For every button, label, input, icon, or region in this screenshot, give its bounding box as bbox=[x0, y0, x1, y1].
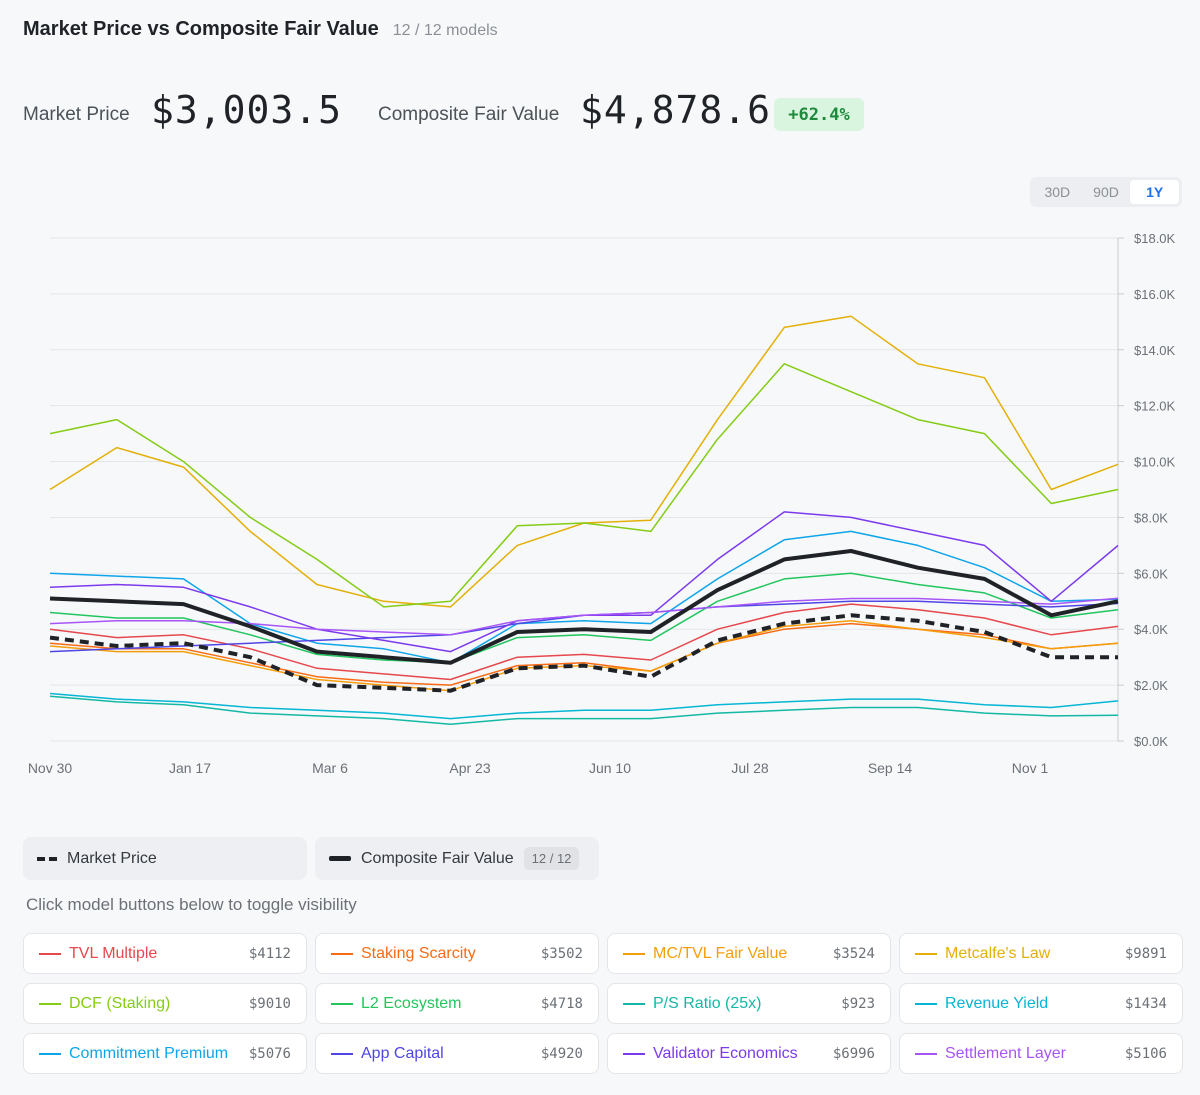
composite-fair-value-value: $4,878.6 bbox=[580, 88, 772, 132]
model-color-swatch bbox=[331, 1053, 353, 1055]
chart-title: Market Price vs Composite Fair Value bbox=[23, 18, 379, 40]
model-value: $1434 bbox=[1124, 996, 1167, 1012]
series-line-commitment-premium bbox=[49, 530, 1119, 664]
dashed-line-swatch bbox=[37, 856, 57, 861]
model-color-swatch bbox=[39, 953, 61, 955]
y-tick-label: $6.0K bbox=[1134, 566, 1168, 581]
solid-line-swatch bbox=[329, 856, 351, 861]
series-line-settlement-layer bbox=[49, 597, 1119, 636]
model-color-swatch bbox=[915, 1003, 937, 1005]
model-value: $923 bbox=[841, 996, 875, 1012]
y-tick-label: $14.0K bbox=[1134, 343, 1176, 358]
toggle-hint: Click model buttons below to toggle visi… bbox=[26, 895, 357, 914]
y-tick-label: $12.0K bbox=[1134, 399, 1176, 414]
model-color-swatch bbox=[39, 1053, 61, 1055]
y-tick-label: $10.0K bbox=[1134, 455, 1176, 470]
chart-header: Market Price vs Composite Fair Value 12 … bbox=[23, 18, 498, 41]
model-value: $5076 bbox=[248, 1046, 291, 1062]
model-name: P/S Ratio (25x) bbox=[653, 995, 762, 1012]
model-name: Revenue Yield bbox=[945, 995, 1049, 1012]
legend-market-price-label: Market Price bbox=[67, 849, 157, 867]
series-line-staking-scarcity bbox=[49, 622, 1119, 686]
model-color-swatch bbox=[331, 1003, 353, 1005]
model-color-swatch bbox=[915, 953, 937, 955]
tab-1y[interactable]: 1Y bbox=[1130, 180, 1180, 204]
x-tick-label: Jul 28 bbox=[731, 760, 769, 776]
model-button-l2-ecosystem[interactable]: L2 Ecosystem $4718 bbox=[315, 983, 599, 1024]
model-color-swatch bbox=[623, 1003, 645, 1005]
model-value: $6996 bbox=[832, 1046, 875, 1062]
model-value: $3502 bbox=[540, 946, 583, 962]
model-name: Metcalfe's Law bbox=[945, 945, 1051, 962]
y-tick-label: $8.0K bbox=[1134, 510, 1168, 525]
model-color-swatch bbox=[623, 953, 645, 955]
model-value: $9010 bbox=[248, 996, 291, 1012]
model-name: L2 Ecosystem bbox=[361, 995, 462, 1012]
model-button-mc-tvl-fair-value[interactable]: MC/TVL Fair Value $3524 bbox=[607, 933, 891, 974]
series-line-revenue-yield bbox=[49, 692, 1119, 720]
line-chart: $0.0K $2.0K $4.0K $6.0K $8.0K $10.0K $12.0K $14… bbox=[28, 231, 1176, 776]
model-value: $4920 bbox=[540, 1046, 583, 1062]
model-value: $4112 bbox=[248, 946, 291, 962]
legend-market-price[interactable]: Market Price bbox=[23, 837, 307, 880]
model-color-swatch bbox=[331, 953, 353, 955]
x-tick-label: Mar 6 bbox=[312, 760, 348, 776]
x-tick-label: Nov 1 bbox=[1012, 760, 1049, 776]
model-name: Settlement Layer bbox=[945, 1045, 1066, 1062]
model-button-staking-scarcity[interactable]: Staking Scarcity $3502 bbox=[315, 933, 599, 974]
model-button-dcf-staking[interactable]: DCF (Staking) $9010 bbox=[23, 983, 307, 1024]
market-price-value: $3,003.5 bbox=[151, 88, 343, 132]
legend-composite-fair-value[interactable]: Composite Fair Value 12 / 12 bbox=[315, 837, 599, 880]
model-button-validator-economics[interactable]: Validator Economics $6996 bbox=[607, 1033, 891, 1074]
model-name: Staking Scarcity bbox=[361, 945, 476, 962]
series-line-l2-ecosystem bbox=[49, 572, 1119, 664]
range-tabs: 30D 90D 1Y bbox=[1030, 177, 1182, 207]
x-tick-label: Apr 23 bbox=[449, 760, 490, 776]
series-line-composite-fair-value bbox=[49, 549, 1119, 665]
series-line-market-price bbox=[49, 613, 1118, 693]
model-color-swatch bbox=[915, 1053, 937, 1055]
model-buttons: TVL Multiple $4112 Staking Scarcity $3502 MC… bbox=[23, 933, 1183, 1075]
delta-badge: +62.4% bbox=[774, 98, 864, 131]
y-tick-label: $0.0K bbox=[1134, 734, 1168, 749]
legend-composite-label: Composite Fair Value bbox=[361, 849, 514, 867]
series-line-mc-tvl-fair-value bbox=[49, 620, 1119, 692]
model-value: $5106 bbox=[1124, 1046, 1167, 1062]
tab-90d[interactable]: 90D bbox=[1093, 184, 1119, 200]
model-name: Commitment Premium bbox=[69, 1045, 229, 1062]
model-value: $3524 bbox=[832, 946, 875, 962]
model-name: App Capital bbox=[361, 1045, 444, 1062]
series-line-dcf-staking bbox=[49, 363, 1119, 608]
model-name: TVL Multiple bbox=[69, 945, 158, 962]
y-tick-label: $16.0K bbox=[1134, 287, 1176, 302]
model-name: DCF (Staking) bbox=[69, 995, 171, 1012]
model-color-swatch bbox=[39, 1003, 61, 1005]
model-button-settlement-layer[interactable]: Settlement Layer $5106 bbox=[899, 1033, 1183, 1074]
model-button-revenue-yield[interactable]: Revenue Yield $1434 bbox=[899, 983, 1183, 1024]
model-button-p-s-ratio-25x[interactable]: P/S Ratio (25x) $923 bbox=[607, 983, 891, 1024]
model-name: MC/TVL Fair Value bbox=[653, 945, 788, 962]
model-button-metcalfe-s-law[interactable]: Metcalfe's Law $9891 bbox=[899, 933, 1183, 974]
x-tick-label: Sep 14 bbox=[868, 760, 913, 776]
model-button-commitment-premium[interactable]: Commitment Premium $5076 bbox=[23, 1033, 307, 1074]
model-button-tvl-multiple[interactable]: TVL Multiple $4112 bbox=[23, 933, 307, 974]
model-value: $4718 bbox=[540, 996, 583, 1012]
y-tick-label: $18.0K bbox=[1134, 231, 1176, 246]
model-name: Validator Economics bbox=[653, 1045, 798, 1062]
model-value: $9891 bbox=[1124, 946, 1167, 962]
market-price-label: Market Price bbox=[23, 104, 130, 125]
series-line-p-s-ratio-25x bbox=[49, 695, 1119, 725]
composite-count-chip: 12 / 12 bbox=[523, 847, 580, 870]
x-tick-label: Jan 17 bbox=[169, 760, 211, 776]
x-tick-label: Jun 10 bbox=[589, 760, 631, 776]
x-tick-label: Nov 30 bbox=[28, 760, 73, 776]
y-tick-label: $4.0K bbox=[1134, 622, 1168, 637]
model-count: 12 / 12 models bbox=[392, 22, 498, 39]
model-button-app-capital[interactable]: App Capital $4920 bbox=[315, 1033, 599, 1074]
y-tick-label: $2.0K bbox=[1134, 678, 1168, 693]
tab-30d[interactable]: 30D bbox=[1044, 184, 1071, 200]
model-color-swatch bbox=[623, 1053, 645, 1055]
composite-fair-value-label: Composite Fair Value bbox=[378, 104, 560, 125]
